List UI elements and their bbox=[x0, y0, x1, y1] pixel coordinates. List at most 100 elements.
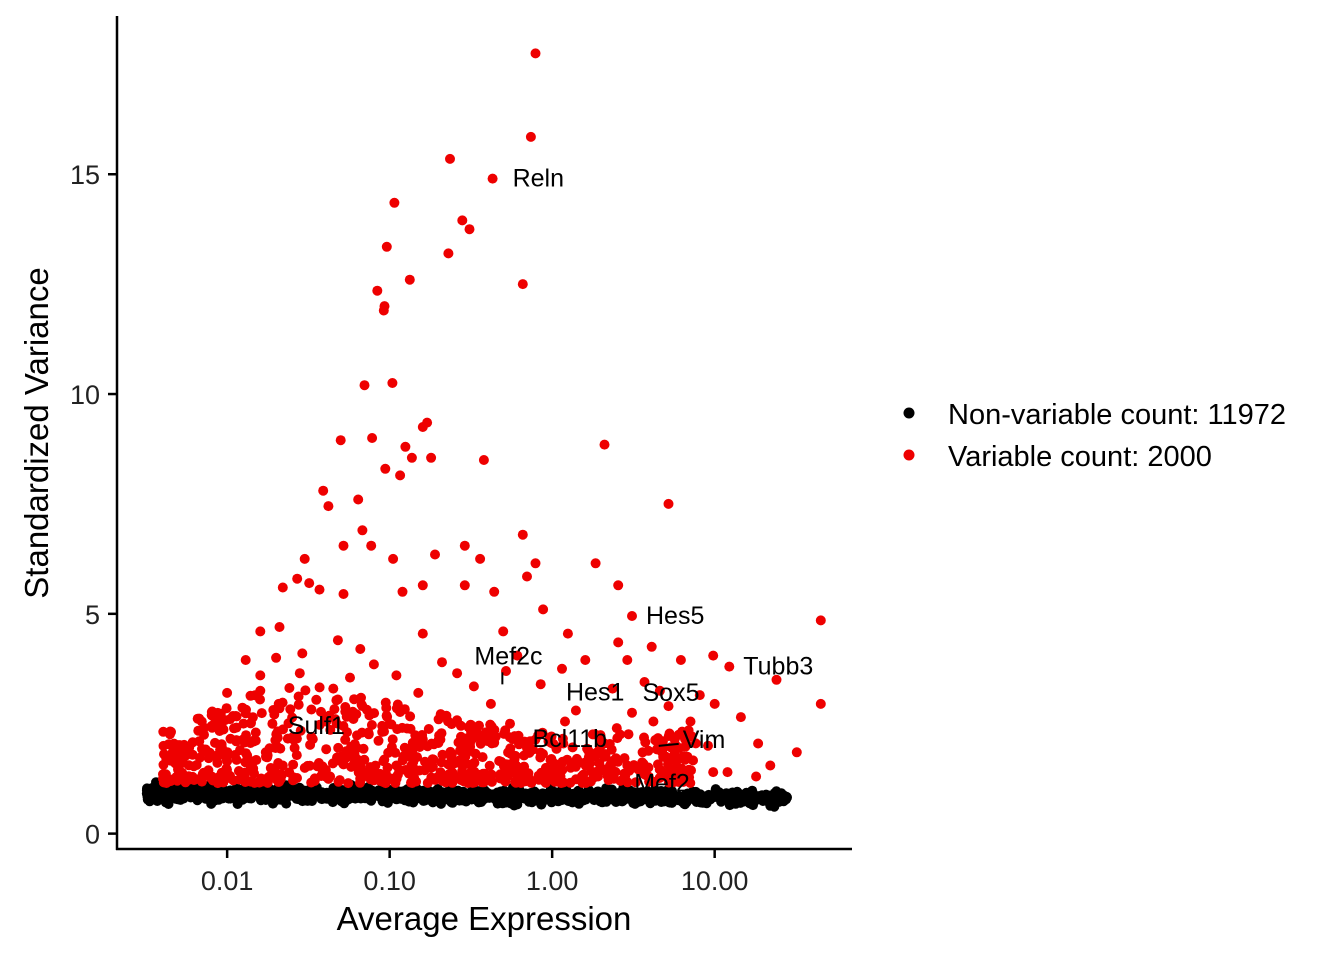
legend-marker-variable bbox=[903, 449, 915, 461]
non-variable-point bbox=[456, 795, 467, 805]
variable-point bbox=[517, 279, 528, 290]
non-variable-point bbox=[357, 785, 368, 796]
variable-point bbox=[437, 749, 448, 760]
variable-point bbox=[295, 725, 306, 736]
variable-point bbox=[392, 699, 403, 710]
variable-point bbox=[335, 756, 346, 767]
variable-point bbox=[386, 719, 397, 730]
variable-point bbox=[622, 760, 633, 771]
variable-point bbox=[332, 694, 343, 705]
variable-point bbox=[304, 578, 315, 589]
gene-label: Bcl11b bbox=[533, 725, 608, 753]
gene-label: Sulf1 bbox=[288, 712, 345, 740]
variable-point bbox=[387, 378, 398, 388]
variable-point bbox=[675, 655, 686, 665]
variable-point bbox=[680, 741, 691, 752]
variable-point bbox=[368, 659, 379, 670]
x-tick-label: 1.00 bbox=[526, 866, 579, 896]
variable-point bbox=[213, 712, 224, 723]
variable-point bbox=[565, 777, 576, 788]
variable-point bbox=[306, 704, 317, 715]
gene-label: Hes1 bbox=[566, 679, 624, 707]
variable-point bbox=[240, 757, 251, 768]
variable-point bbox=[475, 553, 486, 564]
non-variable-point bbox=[348, 786, 359, 797]
variable-point bbox=[613, 637, 624, 648]
variable-point bbox=[380, 463, 391, 474]
variable-point bbox=[654, 685, 665, 696]
axes: 0.01 0.10 1.00 10.00 0 5 10 15 Average Express… bbox=[18, 16, 852, 937]
variable-point bbox=[637, 747, 648, 758]
non-variable-point bbox=[381, 786, 392, 797]
variable-point bbox=[351, 709, 362, 720]
variable-point bbox=[410, 730, 421, 741]
variable-point bbox=[663, 498, 674, 509]
variable-point bbox=[353, 494, 364, 505]
non-variable-point bbox=[651, 794, 661, 805]
variable-point bbox=[214, 771, 225, 782]
annotation-leader-line bbox=[658, 742, 679, 747]
legend-label-non-variable: Non-variable count: 11972 bbox=[948, 399, 1286, 431]
non-variable-point bbox=[595, 796, 606, 807]
variable-point bbox=[485, 698, 496, 709]
variable-point bbox=[489, 724, 500, 735]
non-variable-point bbox=[307, 796, 317, 806]
variable-point bbox=[578, 769, 589, 780]
variable-point bbox=[708, 650, 719, 661]
variable-point bbox=[231, 722, 242, 733]
variable-point bbox=[657, 736, 668, 747]
variable-point bbox=[390, 747, 401, 758]
variable-point bbox=[321, 744, 332, 755]
variable-point bbox=[387, 734, 398, 745]
non-variable-point bbox=[259, 791, 270, 802]
variable-point bbox=[389, 197, 400, 208]
variable-point bbox=[459, 580, 470, 591]
variable-point bbox=[359, 754, 370, 765]
non-variable-point bbox=[579, 789, 590, 800]
variable-point bbox=[791, 747, 802, 758]
variable-point bbox=[293, 699, 304, 710]
non-variable-point bbox=[205, 784, 216, 795]
variable-point bbox=[512, 650, 523, 661]
gene-annotations: Reln Hes5 Tubb3 Mef2c Hes1 Sox5 Sulf1 Bcl11b Vim… bbox=[288, 165, 813, 798]
variable-point bbox=[514, 739, 524, 750]
variable-point bbox=[683, 725, 694, 736]
gene-label: Reln bbox=[513, 165, 564, 193]
variable-point bbox=[367, 433, 378, 443]
gene-label: Hes5 bbox=[646, 602, 704, 630]
variable-point bbox=[517, 529, 528, 540]
variable-point bbox=[197, 743, 207, 754]
non-variable-point bbox=[642, 791, 653, 802]
variable-point bbox=[489, 737, 500, 748]
variable-point bbox=[703, 740, 713, 751]
variable-point bbox=[437, 771, 447, 782]
variable-point bbox=[171, 771, 182, 782]
non-variable-point bbox=[157, 787, 168, 798]
non-variable-point bbox=[240, 791, 251, 802]
variable-point bbox=[446, 749, 457, 760]
variable-point bbox=[320, 714, 330, 725]
variable-point bbox=[685, 716, 696, 727]
non-variable-point bbox=[778, 794, 789, 805]
variable-point bbox=[590, 558, 601, 569]
y-tick-label: 0 bbox=[85, 820, 100, 850]
variable-point bbox=[403, 745, 414, 756]
variable-point bbox=[275, 743, 286, 754]
non-variable-point bbox=[482, 787, 493, 798]
variable-point bbox=[771, 674, 782, 685]
variable-point bbox=[173, 740, 184, 751]
variable-point bbox=[690, 738, 701, 749]
variable-point bbox=[231, 754, 242, 765]
variable-point bbox=[255, 626, 266, 637]
variable-point bbox=[639, 677, 650, 687]
variable-point bbox=[417, 422, 428, 432]
variable-point bbox=[613, 580, 624, 591]
variable-point bbox=[595, 730, 606, 741]
variable-point bbox=[170, 758, 181, 769]
non-variable-point bbox=[536, 799, 547, 810]
variable-point bbox=[395, 470, 406, 481]
variable-point bbox=[325, 771, 336, 782]
variable-point bbox=[381, 769, 391, 780]
variable-point bbox=[250, 727, 261, 738]
variable-point bbox=[255, 670, 266, 681]
